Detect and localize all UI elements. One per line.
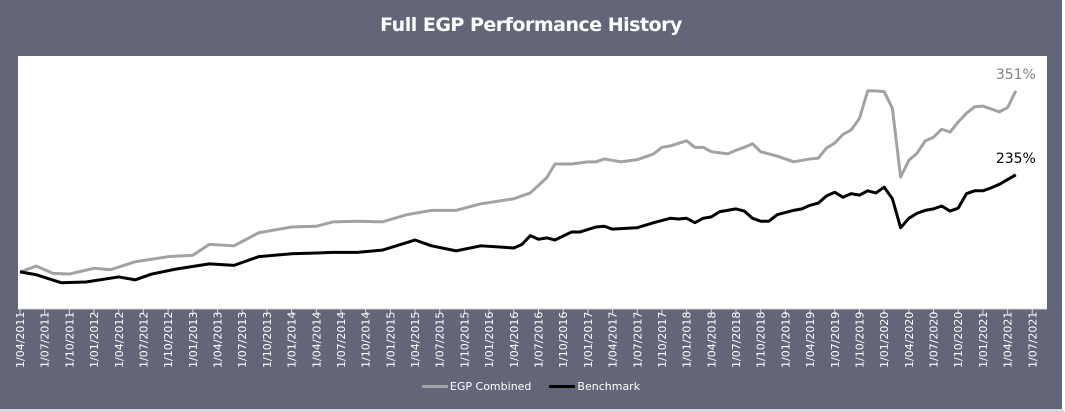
x-tick-label: 1/07/2016 — [532, 312, 545, 368]
x-tick-label: 1/10/2019 — [853, 312, 866, 368]
x-tick-label: 1/10/2020 — [952, 312, 965, 368]
legend-label-egp-combined: EGP Combined — [449, 380, 532, 393]
series-line-egp-combined — [19, 89, 1018, 276]
x-tick-label: 1/07/2013 — [236, 312, 249, 368]
x-tick-label: 1/10/2018 — [755, 312, 768, 368]
legend-swatch-benchmark — [549, 385, 576, 388]
end-labels: 351% 235% — [996, 67, 1036, 167]
x-tick-label: 1/04/2014 — [310, 312, 323, 368]
x-tick-label: 1/01/2013 — [187, 312, 200, 368]
x-tick-label: 1/07/2020 — [928, 312, 941, 368]
x-tick-label: 1/10/2013 — [261, 312, 274, 368]
x-tick-label: 1/01/2017 — [582, 312, 595, 368]
x-tick-label: 1/04/2017 — [607, 312, 620, 368]
x-tick-label: 1/10/2017 — [656, 312, 669, 368]
x-tick-label: 1/04/2011 — [14, 312, 27, 368]
x-tick-label: 1/04/2013 — [212, 312, 225, 368]
x-tick-label: 1/01/2014 — [286, 312, 299, 368]
legend-swatch-egp-combined — [421, 385, 448, 388]
x-tick-label: 1/04/2021 — [1002, 312, 1015, 368]
x-tick-label: 1/04/2016 — [508, 312, 521, 368]
legend: EGP Combined Benchmark — [0, 380, 1062, 393]
x-tick-label: 1/01/2021 — [977, 312, 990, 368]
x-tick-label: 1/01/2012 — [88, 312, 101, 368]
x-tick-label: 1/04/2015 — [409, 312, 422, 368]
x-tick-label: 1/10/2012 — [162, 312, 175, 368]
x-tick-label: 1/04/2019 — [804, 312, 817, 368]
end-label-egp-combined: 351% — [996, 67, 1036, 83]
x-tick-label: 1/07/2014 — [335, 312, 348, 368]
x-tick-label: 1/07/2021 — [1026, 312, 1039, 368]
x-tick-label: 1/10/2015 — [458, 312, 471, 368]
legend-item-egp-combined: EGP Combined — [421, 380, 532, 393]
series-line-benchmark — [19, 173, 1017, 285]
x-tick-label: 1/04/2012 — [113, 312, 126, 368]
x-tick-label: 1/04/2020 — [903, 312, 916, 368]
x-tick-label: 1/07/2012 — [137, 312, 150, 368]
series-lines — [19, 89, 1018, 285]
x-tick-label: 1/07/2017 — [631, 312, 644, 368]
x-tick-label: 1/07/2018 — [730, 312, 743, 368]
x-tick-label: 1/07/2019 — [829, 312, 842, 368]
x-tick-label: 1/01/2019 — [779, 312, 792, 368]
x-tick-label: 1/07/2011 — [39, 312, 52, 368]
x-axis-ticks: 1/04/2011 1/07/2011 1/10/2011 1/01/2012 1/04… — [14, 309, 1039, 368]
end-label-benchmark: 235% — [996, 151, 1036, 167]
chart-title: Full EGP Performance History — [380, 14, 682, 36]
x-tick-label: 1/04/2018 — [705, 312, 718, 368]
x-tick-label: 1/01/2018 — [681, 312, 694, 368]
x-tick-label: 1/07/2015 — [434, 312, 447, 368]
x-tick-label: 1/01/2016 — [483, 312, 496, 368]
x-tick-label: 1/10/2014 — [360, 312, 373, 368]
legend-label-benchmark: Benchmark — [577, 380, 641, 393]
x-tick-label: 1/01/2015 — [384, 312, 397, 368]
legend-item-benchmark: Benchmark — [549, 380, 640, 393]
x-tick-label: 1/10/2011 — [63, 312, 76, 368]
x-tick-label: 1/01/2020 — [878, 312, 891, 368]
x-tick-label: 1/10/2016 — [557, 312, 570, 368]
